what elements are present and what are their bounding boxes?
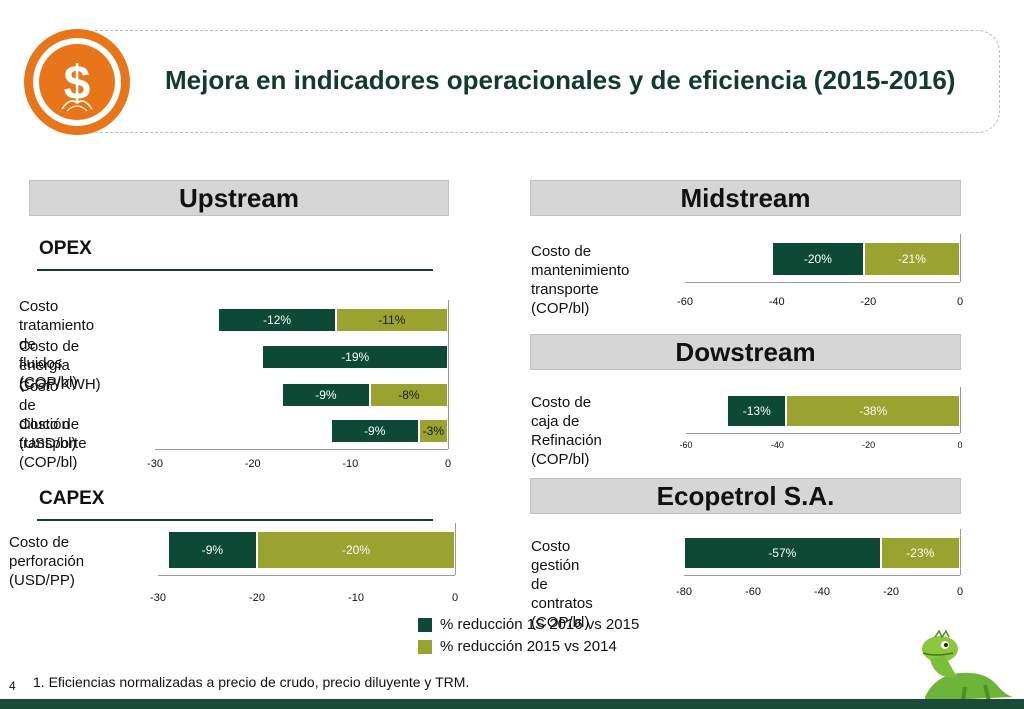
ecopetrol-tick-label: -80 [676,586,692,598]
midstream-tick-label: -40 [768,296,785,308]
logo-symbol: $ [64,57,91,110]
capex-bar-series2: -20% [257,531,455,569]
iguana-mascot-icon [922,629,1013,702]
downstream-axis-vertical [960,387,961,433]
section-ecopetrol: Ecopetrol S.A. [530,478,961,514]
section-downstream: Dowstream [530,334,961,370]
capex-bar-series1: -9% [167,531,257,569]
midstream-bar-series2: -21% [863,242,960,276]
capex-heading: CAPEX [39,488,105,509]
opex-bar-series1: -19% [262,345,448,369]
ecopetrol-bar-series2: -23% [880,537,960,569]
capex-tick-label: 0 [451,592,459,604]
opex-axis-horizontal [155,449,448,450]
page-number: 4 [9,679,16,693]
bottom-bar [0,699,1024,709]
midstream-bar-series1: -20% [772,242,864,276]
opex-data-label: -12% [263,313,292,327]
opex-category-label: Costo de dilución (USD/bl) [19,378,77,452]
opex-category-label: Costo de energía (COP/KWH) [19,338,101,393]
ecopetrol-category-label: Costo gestión de contratos (COP/bl) [531,538,593,631]
legend-swatch-series1 [418,618,432,632]
capex-data-label: -9% [201,543,224,557]
opex-data-label: -19% [341,350,370,364]
opex-tick-label: -30 [147,458,163,470]
capex-data-label: -20% [341,543,370,557]
midstream-tick-label: -60 [677,296,693,308]
capex-tick-label: -30 [150,592,166,604]
opex-data-label: -9% [364,424,386,438]
ecopetrol-tick-label: -20 [883,586,899,598]
opex-bar-series2: -8% [369,383,448,407]
opex-tick-label: 0 [444,458,452,470]
downstream-data-label: -13% [742,404,771,418]
midstream-axis-horizontal [685,282,960,283]
capex-category-label: Costo de perforación (USD/PP) [9,534,85,589]
downstream-bar-series2: -38% [786,395,960,427]
downstream-bar-series1: -13% [727,395,787,427]
opex-data-label: -9% [315,388,337,402]
capex-axis-horizontal [158,575,455,576]
midstream-data-label: -21% [897,252,926,266]
section-midstream: Midstream [530,180,961,216]
capex-axis-vertical [455,523,456,575]
ecopetrol-bar-series1: -57% [684,537,881,569]
dollar-logo-icon: $ [24,29,130,135]
section-upstream: Upstream [29,180,449,216]
ecopetrol-tick-label: -60 [745,586,761,598]
opex-bar-series2: -11% [335,308,448,332]
legend-series1: % reducción 1S 2016 vs 2015 [440,616,640,633]
downstream-axis-horizontal [686,433,960,434]
opex-data-label: -11% [378,313,406,327]
opex-bar-series2: -3% [418,419,448,443]
title-frame [95,30,1000,133]
ecopetrol-axis-horizontal [684,575,960,576]
midstream-category-label: Costo de mantenimiento transporte (COP/bl… [531,243,630,317]
opex-bar-series1: -9% [330,419,419,443]
opex-category-label: Costo tratamiento de fluidos (COP/bl) [19,298,95,391]
capex-rule [37,519,433,521]
opex-rule [37,269,433,271]
opex-axis-vertical [448,300,449,449]
downstream-tick-label: -20 [862,440,876,450]
legend-series2: % reducción 2015 vs 2014 [440,638,617,655]
downstream-tick-label: 0 [957,440,963,450]
midstream-tick-label: -20 [860,296,877,308]
legend-swatch-series2 [418,640,432,654]
page-title: Mejora en indicadores operacionales y de… [165,65,956,95]
midstream-tick-label: 0 [956,296,964,308]
opex-heading: OPEX [39,238,92,259]
downstream-category-label: Costo de caja de Refinación (COP/bl) [531,394,602,468]
opex-tick-label: -10 [342,458,359,470]
midstream-axis-vertical [960,234,961,282]
downstream-tick-label: -60 [679,440,693,450]
ecopetrol-data-label: -57% [768,546,797,560]
opex-category-label: Costo de transporte (COP/bl) [19,416,87,471]
capex-tick-label: -10 [348,592,364,604]
downstream-tick-label: -40 [770,440,784,450]
capex-tick-label: -20 [249,592,265,604]
downstream-data-label: -38% [859,404,888,418]
opex-data-label: -3% [422,424,444,438]
ecopetrol-tick-label: 0 [956,586,964,598]
midstream-data-label: -20% [803,252,832,266]
opex-data-label: -8% [398,388,420,402]
ecopetrol-data-label: -23% [906,546,935,560]
footnote: 1. Eficiencias normalizadas a precio de … [33,674,470,690]
ecopetrol-axis-vertical [960,529,961,575]
opex-bar-series1: -12% [218,308,336,332]
opex-bar-series1: -9% [281,383,370,407]
ecopetrol-tick-label: -40 [814,586,830,598]
opex-tick-label: -20 [244,458,261,470]
